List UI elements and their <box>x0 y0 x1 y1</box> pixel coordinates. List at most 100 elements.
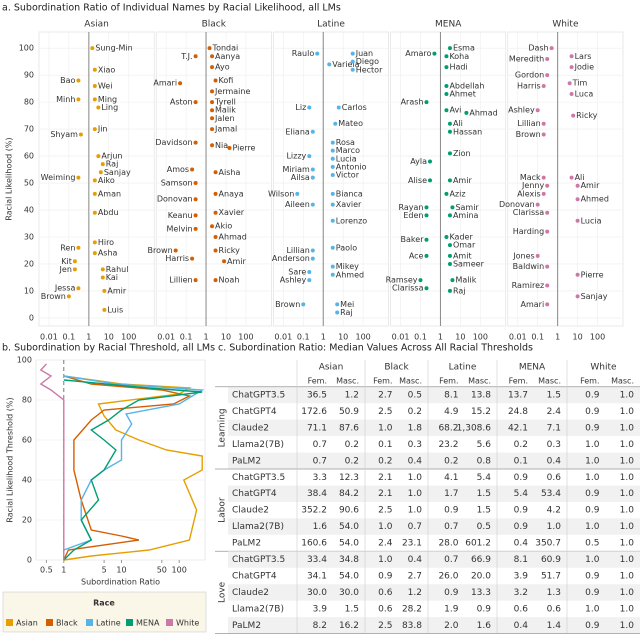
row-band <box>228 551 640 568</box>
table-cell: 1.4 <box>547 621 562 631</box>
subcolumn-header: Fem. <box>509 377 528 386</box>
point <box>541 132 546 137</box>
point-label: Wei <box>98 81 113 90</box>
y-tick-label: 80 <box>24 98 34 107</box>
point-label: Raulo <box>292 49 315 58</box>
point-label: Ace <box>409 251 424 260</box>
point <box>424 286 429 291</box>
point <box>545 73 550 78</box>
point <box>545 210 550 215</box>
table-cell: 1.0 <box>585 555 600 565</box>
row-label: Claude2 <box>232 506 269 516</box>
point-label: Ahmad <box>219 232 247 241</box>
table-cell: 1.0 <box>620 522 635 532</box>
point-label: Aman <box>98 189 121 198</box>
point <box>424 213 429 218</box>
y-tick-label: 40 <box>22 476 32 485</box>
row-band <box>228 518 640 535</box>
x-tick-label: 100 <box>238 333 253 342</box>
point-label: Rahul <box>106 265 129 274</box>
point-label: Ali <box>453 119 463 128</box>
point <box>310 202 315 207</box>
point-label: Juan <box>355 49 373 58</box>
point-label: Aston <box>170 98 193 107</box>
point <box>100 275 105 280</box>
point <box>330 272 335 277</box>
table-cell: 8.1 <box>444 391 458 401</box>
point-label: Baldwin <box>513 262 545 271</box>
point <box>575 197 580 202</box>
point-label: Lillian <box>517 119 540 128</box>
table-cell: 1.6 <box>313 522 328 532</box>
table-cell: 1.0 <box>620 588 635 598</box>
row-band <box>228 386 640 404</box>
row-label: PaLM2 <box>232 456 261 466</box>
point <box>333 121 338 126</box>
x-tick-label: 10 <box>104 333 114 342</box>
x-tick-label: 0.1 <box>297 333 310 342</box>
point <box>330 164 335 169</box>
point-label: Eden <box>403 211 423 220</box>
point-label: Donovan <box>157 195 193 204</box>
point-label: Lucia <box>336 154 357 163</box>
column-header: Black <box>384 363 409 373</box>
point-label: Asha <box>98 249 118 258</box>
point <box>428 159 433 164</box>
table-cell: 1.0 <box>408 489 423 499</box>
row-label: Claude2 <box>232 423 269 433</box>
legend-swatch <box>6 619 13 626</box>
point-label: Xiao <box>98 65 116 74</box>
point-label: Lizzy <box>286 152 306 161</box>
point <box>545 283 550 288</box>
point-label: Ahmet <box>449 90 475 99</box>
point <box>330 191 335 196</box>
x-tick-label: 1 <box>61 566 66 575</box>
group-label: Love <box>218 581 228 603</box>
point-label: Clarissa <box>513 208 545 217</box>
point-label: Abdu <box>98 208 119 217</box>
table-cell: 160.6 <box>301 539 327 549</box>
point-label: Hassan <box>453 127 482 136</box>
table-cell: 1.6 <box>477 621 492 631</box>
table-cell: 60.9 <box>541 555 561 565</box>
point-label: Raj <box>340 308 353 317</box>
column-header: MENA <box>519 363 546 373</box>
table-cell: 13.8 <box>471 391 491 401</box>
line <box>63 379 203 561</box>
table-cell: 0.9 <box>585 506 600 516</box>
point-label: Samir <box>455 203 479 212</box>
point-label: Luca <box>575 90 594 99</box>
point <box>310 167 315 172</box>
point <box>569 54 574 59</box>
x-tick-label: 10 <box>338 333 348 342</box>
legend-box <box>2 591 207 633</box>
point-label: Amina <box>453 211 479 220</box>
point <box>450 205 455 210</box>
point-label: Clarissa <box>392 284 424 293</box>
x-tick-label: 0.01 <box>40 333 58 342</box>
point-label: Lars <box>575 52 592 61</box>
table-cell: 1.0 <box>620 539 635 549</box>
x-tick-label: 1 <box>203 333 208 342</box>
table-cell: 24.8 <box>508 407 528 417</box>
table-cell: 3.9 <box>313 604 328 614</box>
table-cell: 3.9 <box>514 571 529 581</box>
row-label: ChatGPT4 <box>232 407 277 417</box>
table-cell: 0.7 <box>444 555 458 565</box>
point-label: Ramirez <box>512 281 545 290</box>
point <box>92 97 97 102</box>
point <box>575 272 580 277</box>
point-label: Lillian <box>286 246 309 255</box>
point-label: Omar <box>453 241 476 250</box>
table-cell: 23.1 <box>402 539 422 549</box>
point <box>72 267 77 272</box>
y-tick-label: 60 <box>24 152 34 161</box>
table-cell: 0.3 <box>408 440 422 450</box>
point <box>307 278 312 283</box>
point <box>100 162 105 167</box>
point-label: Amir <box>227 257 246 266</box>
table-cell: 1.0 <box>620 506 635 516</box>
table-cell: 0.2 <box>345 456 359 466</box>
point <box>350 51 355 56</box>
x-tick-label: 5 <box>102 566 107 575</box>
